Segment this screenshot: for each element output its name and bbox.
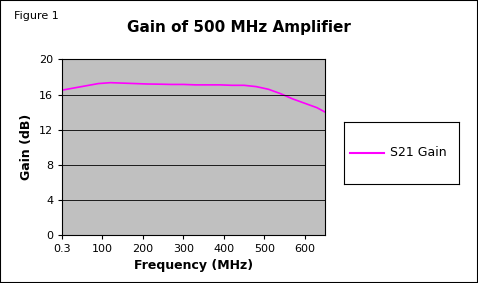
X-axis label: Frequency (MHz): Frequency (MHz)	[134, 260, 253, 273]
Text: Gain of 500 MHz Amplifier: Gain of 500 MHz Amplifier	[127, 20, 351, 35]
Text: Figure 1: Figure 1	[14, 11, 59, 21]
Y-axis label: Gain (dB): Gain (dB)	[21, 114, 33, 180]
Text: S21 Gain: S21 Gain	[390, 146, 446, 159]
